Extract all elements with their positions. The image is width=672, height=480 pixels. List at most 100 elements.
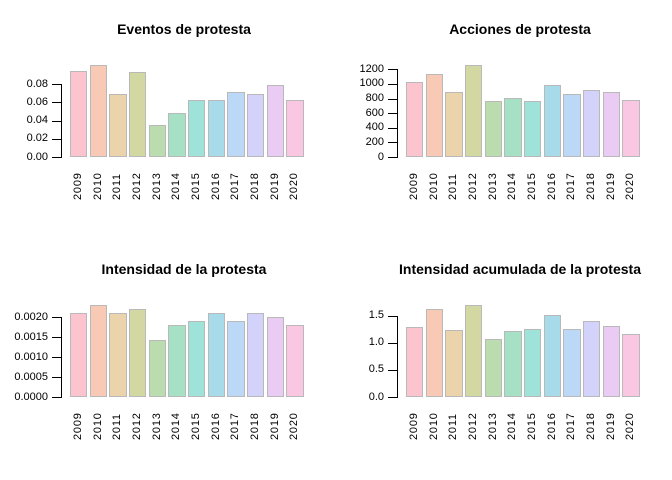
chart-title: Intensidad acumulada de la protesta xyxy=(399,261,641,277)
chart-panel-eventos: Eventos de protesta 0.00 0.02 0.04 0.06 0.08 2… xyxy=(0,0,336,240)
x-tick-label: 2009 xyxy=(72,412,85,440)
bar-2016 xyxy=(543,85,561,157)
y-axis-line xyxy=(397,69,398,158)
bar-2015 xyxy=(523,329,542,397)
x-tick-label: 2019 xyxy=(268,412,281,440)
bar-2018 xyxy=(246,312,265,397)
y-tick-label: 0.06 xyxy=(26,95,48,108)
bar-2011 xyxy=(445,329,463,397)
y-tick-label: 1.0 xyxy=(368,336,384,349)
x-tick-label: 2018 xyxy=(585,412,598,440)
bar-2011 xyxy=(445,91,463,157)
chart-panel-intensidad-acumulada: Intensidad acumulada de la protesta 0.0 0.… xyxy=(336,240,672,480)
x-tick-label: 2018 xyxy=(249,412,262,440)
bar-2009 xyxy=(70,71,88,157)
bar-2017 xyxy=(563,329,581,397)
x-tick-label: 2019 xyxy=(604,412,617,440)
x-tick-label: 2020 xyxy=(624,412,637,440)
y-tick-label: 200 xyxy=(365,135,384,148)
x-tick-label: 2017 xyxy=(229,172,242,200)
x-tick-label: 2017 xyxy=(229,412,242,440)
x-tick-label: 2016 xyxy=(209,172,222,200)
bar-2011 xyxy=(109,94,127,157)
x-tick-label: 2012 xyxy=(131,412,144,440)
x-tick-label: 2015 xyxy=(526,172,539,200)
x-tick-label: 2016 xyxy=(545,172,558,200)
y-tick-mark xyxy=(388,127,397,129)
x-tick-label: 2020 xyxy=(288,412,301,440)
x-tick-label: 2009 xyxy=(72,172,85,200)
chart-title: Acciones de protesta xyxy=(449,21,591,37)
x-tick-label: 2019 xyxy=(268,172,281,200)
y-tick-mark xyxy=(52,317,61,319)
y-tick-mark xyxy=(52,337,61,339)
bar-2016 xyxy=(543,315,561,397)
y-tick-label: 0.0010 xyxy=(14,350,48,363)
y-tick-mark xyxy=(388,83,397,85)
y-tick-mark xyxy=(388,342,397,344)
bar-2014 xyxy=(168,113,186,157)
y-tick-label: 400 xyxy=(365,121,384,134)
y-tick-mark xyxy=(52,138,61,140)
bar-2013 xyxy=(148,125,166,157)
y-tick-label: 0.08 xyxy=(26,77,48,90)
bar-2016 xyxy=(207,100,225,157)
y-tick-mark xyxy=(52,357,61,359)
bar-2012 xyxy=(128,72,147,157)
chart-title: Eventos de protesta xyxy=(117,21,251,37)
y-tick-mark xyxy=(52,84,61,85)
x-tick-label: 2009 xyxy=(408,412,421,440)
bar-2020 xyxy=(286,100,304,157)
bar-2020 xyxy=(622,333,640,397)
bar-2014 xyxy=(504,97,522,157)
bar-2018 xyxy=(582,89,601,157)
x-tick-label: 2011 xyxy=(447,413,460,440)
y-tick-mark xyxy=(388,98,397,100)
bar-2020 xyxy=(622,99,640,157)
chart-panel-acciones: Acciones de protesta 0 200 400 600 800 1000 120… xyxy=(336,0,672,240)
bar-2015 xyxy=(523,100,542,157)
y-tick-label: 0.00 xyxy=(26,150,48,163)
y-tick-mark xyxy=(388,397,397,398)
y-tick-label: 1000 xyxy=(359,77,384,90)
x-tick-label: 2015 xyxy=(190,172,203,200)
y-tick-label: 0.02 xyxy=(26,132,48,145)
bar-2019 xyxy=(266,84,284,157)
x-tick-label: 2016 xyxy=(545,412,558,440)
y-tick-label: 0.0020 xyxy=(14,310,48,323)
x-tick-label: 2011 xyxy=(447,173,460,200)
x-tick-label: 2010 xyxy=(91,172,104,200)
y-tick-label: 1.5 xyxy=(368,309,384,322)
bar-2012 xyxy=(128,308,147,397)
y-tick-mark xyxy=(52,157,61,158)
bar-2009 xyxy=(406,327,424,397)
y-tick-label: 0 xyxy=(377,150,384,163)
x-tick-label: 2011 xyxy=(111,173,124,200)
x-tick-label: 2013 xyxy=(486,172,499,200)
bar-2015 xyxy=(187,100,206,157)
y-tick-mark xyxy=(388,142,397,144)
bar-2013 xyxy=(484,339,502,397)
bar-2016 xyxy=(207,312,225,397)
y-axis-line xyxy=(397,315,398,398)
bar-2015 xyxy=(187,320,206,397)
y-tick-mark xyxy=(52,397,61,398)
x-tick-label: 2018 xyxy=(585,172,598,200)
y-tick-label: 1200 xyxy=(359,62,384,75)
bar-2013 xyxy=(148,340,166,397)
x-tick-label: 2011 xyxy=(111,413,124,440)
bar-2017 xyxy=(563,94,581,157)
bar-2011 xyxy=(109,312,127,397)
x-tick-label: 2010 xyxy=(427,172,440,200)
bar-2019 xyxy=(602,91,620,157)
y-tick-mark xyxy=(388,69,397,71)
x-tick-label: 2013 xyxy=(150,172,163,200)
x-tick-label: 2019 xyxy=(604,172,617,200)
bar-2010 xyxy=(89,64,107,157)
y-tick-label: 0.5 xyxy=(368,363,384,376)
x-tick-label: 2016 xyxy=(209,412,222,440)
x-tick-label: 2012 xyxy=(131,172,144,200)
x-tick-label: 2017 xyxy=(565,172,578,200)
y-tick-label: 800 xyxy=(365,92,384,105)
bar-2018 xyxy=(582,320,601,397)
